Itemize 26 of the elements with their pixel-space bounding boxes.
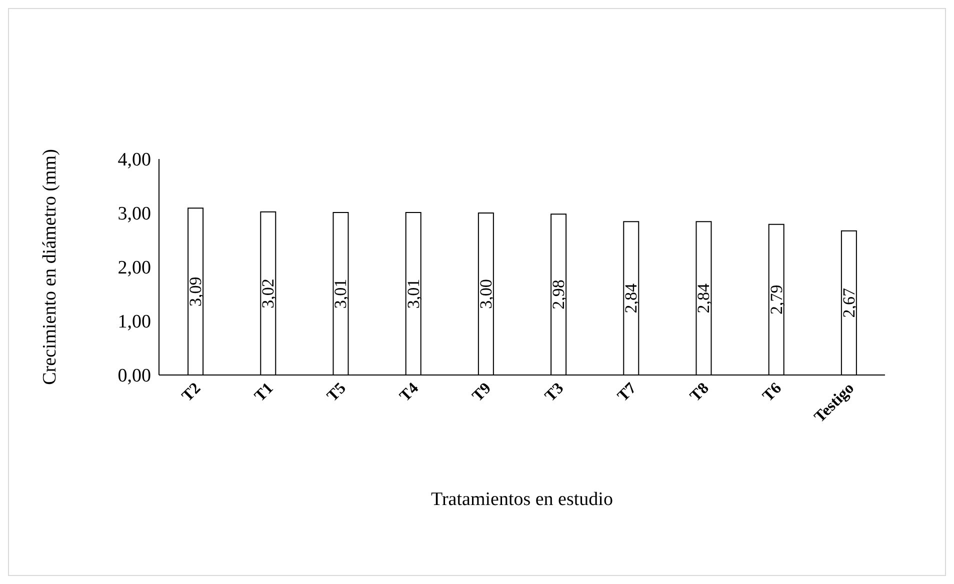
y-tick-label: 4,00 xyxy=(118,150,151,171)
data-label: 2,67 xyxy=(839,288,858,318)
data-label: 2,79 xyxy=(766,284,786,315)
y-axis-title: Crecimiento en diámetro (mm) xyxy=(40,149,61,385)
data-label: 3,02 xyxy=(258,278,278,308)
y-tick-label: 1,00 xyxy=(118,312,151,333)
data-label: 2,84 xyxy=(694,282,714,314)
y-tick-label: 3,00 xyxy=(118,204,151,225)
x-tick-label: T6 xyxy=(760,380,785,406)
x-tick-label: T8 xyxy=(687,380,712,406)
y-tick-label: 0,00 xyxy=(118,366,151,387)
y-tick-label: 2,00 xyxy=(118,258,151,279)
data-label: 2,98 xyxy=(549,280,568,310)
data-label: 3,09 xyxy=(186,276,206,306)
x-tick-label: T4 xyxy=(396,380,422,406)
x-tick-label: T7 xyxy=(614,380,640,406)
x-tick-label: T3 xyxy=(542,380,568,406)
x-tick-label: T9 xyxy=(469,380,495,406)
data-label: 3,00 xyxy=(476,279,496,309)
data-label: 2,84 xyxy=(622,282,641,314)
x-tick-label: T5 xyxy=(324,380,350,406)
x-axis-title: Tratamientos en estudio xyxy=(431,489,613,510)
x-tick-label: T1 xyxy=(252,380,277,406)
x-tick-label: T2 xyxy=(178,380,204,406)
data-label: 3,01 xyxy=(331,278,350,309)
data-label: 3,01 xyxy=(404,278,423,309)
